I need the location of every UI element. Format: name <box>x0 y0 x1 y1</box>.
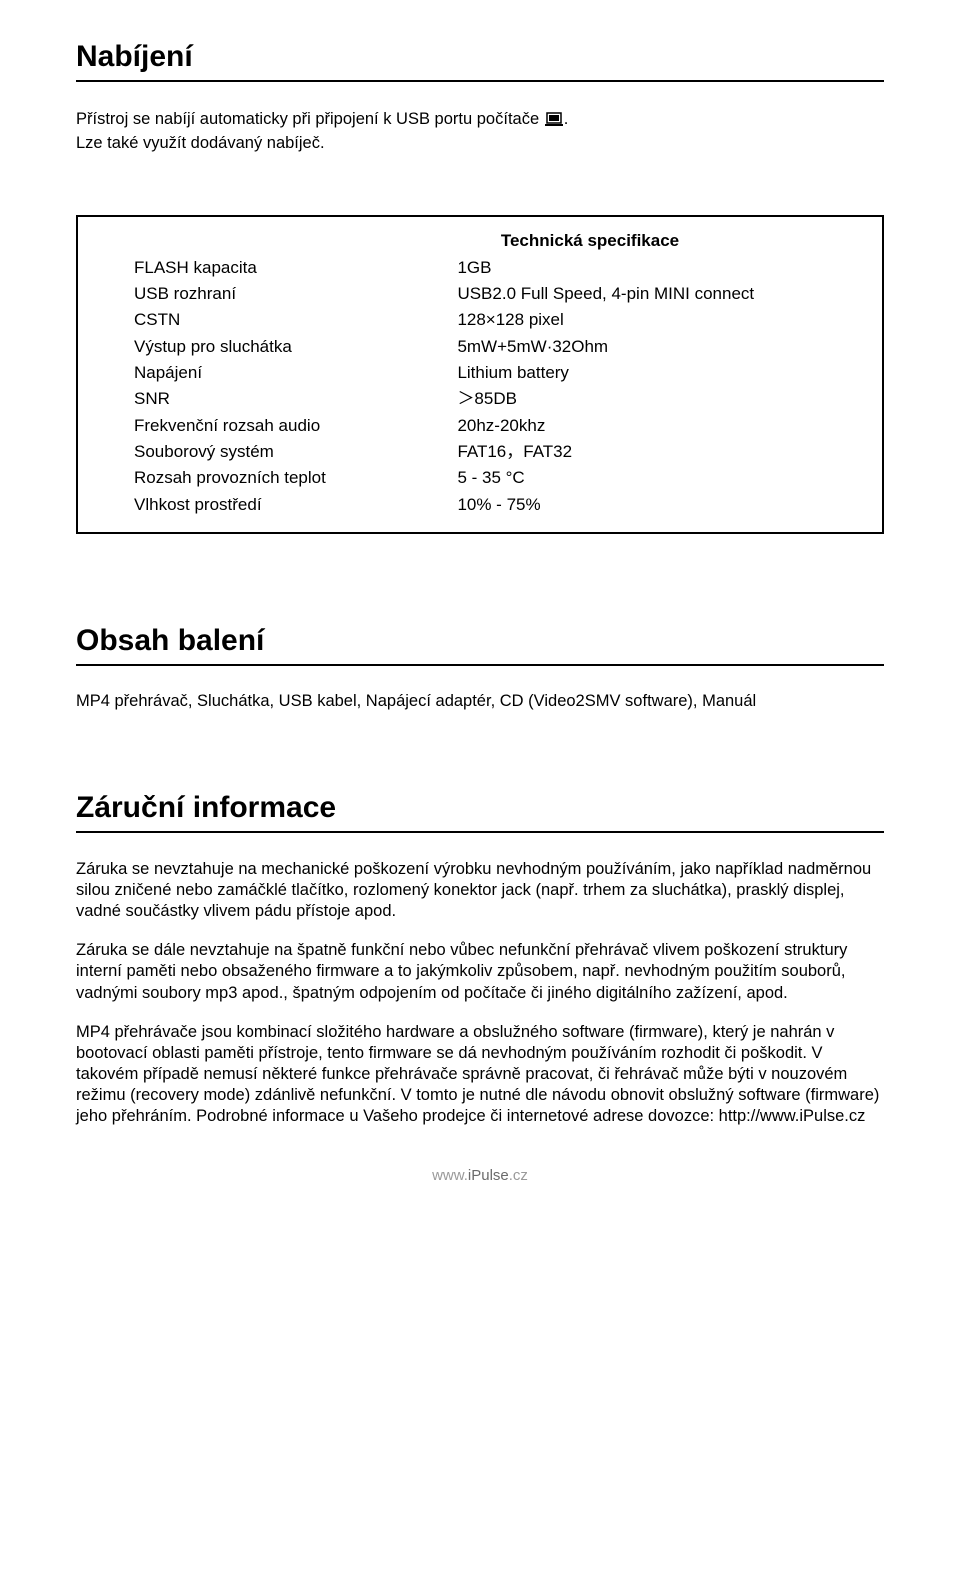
charging-intro-line1: Přístroj se nabíjí automaticky při připo… <box>76 110 539 128</box>
contents-text: MP4 přehrávač, Sluchátka, USB kabel, Nap… <box>76 692 884 711</box>
spec-row: USB rozhraníUSB2.0 Full Speed, 4-pin MIN… <box>104 281 856 307</box>
spec-label: CSTN <box>104 307 457 333</box>
spec-row: Souborový systémFAT16，FAT32 <box>104 439 856 465</box>
spec-label: Souborový systém <box>104 439 457 465</box>
spec-value: 5mW+5mW·32Ohm <box>457 334 856 360</box>
spec-box: Technická specifikace FLASH kapacita1GB … <box>76 215 884 534</box>
contents-title: Obsah balení <box>76 624 884 666</box>
monitor-icon <box>545 110 563 132</box>
spec-value: Lithium battery <box>457 360 856 386</box>
spec-value: 5 - 35 °C <box>457 465 856 491</box>
spec-value: 10% - 75% <box>457 492 856 518</box>
footer-prefix: www. <box>432 1167 468 1184</box>
spec-value: USB2.0 Full Speed, 4-pin MINI connect <box>457 281 856 307</box>
warranty-p1: Záruka se nevztahuje na mechanické poško… <box>76 859 884 922</box>
spec-value: FAT16，FAT32 <box>457 439 856 465</box>
charging-intro: Přístroj se nabíjí automaticky při připo… <box>76 108 884 155</box>
spec-row: SNR＞85DB <box>104 386 856 412</box>
warranty-title: Záruční informace <box>76 791 884 833</box>
footer-url: www.iPulse.cz <box>76 1167 884 1184</box>
spec-row: Rozsah provozních teplot5 - 35 °C <box>104 465 856 491</box>
spec-row: FLASH kapacita1GB <box>104 255 856 281</box>
charging-intro-line2: Lze také využít dodávaný nabíječ. <box>76 134 325 152</box>
warranty-p2: Záruka se dále nevztahuje na špatně funk… <box>76 940 884 1003</box>
spec-label: Frekvenční rozsah audio <box>104 413 457 439</box>
spec-label: FLASH kapacita <box>104 255 457 281</box>
spec-label: Rozsah provozních teplot <box>104 465 457 491</box>
footer-mid: iPulse <box>468 1167 509 1184</box>
spec-value: 128×128 pixel <box>457 307 856 333</box>
spec-label: Vlhkost prostředí <box>104 492 457 518</box>
spec-row: CSTN128×128 pixel <box>104 307 856 333</box>
spec-row: Frekvenční rozsah audio20hz-20khz <box>104 413 856 439</box>
spec-value: 20hz-20khz <box>457 413 856 439</box>
spec-value: ＞85DB <box>457 386 856 412</box>
spec-label: USB rozhraní <box>104 281 457 307</box>
spec-value: 1GB <box>457 255 856 281</box>
spec-row: NapájeníLithium battery <box>104 360 856 386</box>
footer-suffix: .cz <box>509 1167 528 1184</box>
spec-label: Napájení <box>104 360 457 386</box>
warranty-body: Záruka se nevztahuje na mechanické poško… <box>76 859 884 1127</box>
spec-row: Výstup pro sluchátka5mW+5mW·32Ohm <box>104 334 856 360</box>
spec-row: Vlhkost prostředí10% - 75% <box>104 492 856 518</box>
charging-title: Nabíjení <box>76 40 884 82</box>
warranty-p3: MP4 přehrávače jsou kombinací složitého … <box>76 1022 884 1128</box>
spec-label: Výstup pro sluchátka <box>104 334 457 360</box>
spec-header: Technická specifikace <box>104 231 856 251</box>
spec-label: SNR <box>104 386 457 412</box>
